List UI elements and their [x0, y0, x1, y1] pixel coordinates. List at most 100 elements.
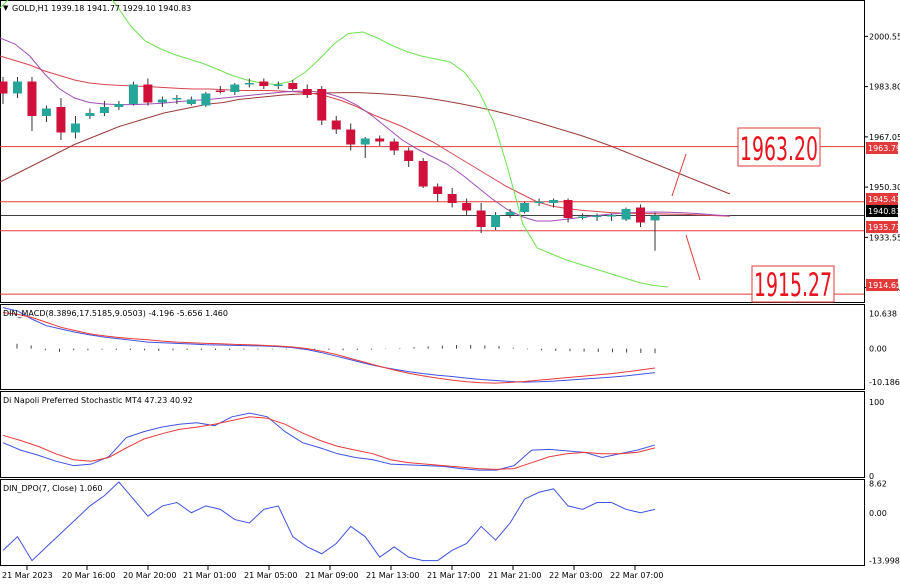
symbol-dropdown-icon[interactable]: ▼: [3, 4, 9, 12]
candle-body: [592, 215, 602, 218]
indicator-scale-label: 8.62: [869, 479, 887, 488]
candle-body: [201, 93, 211, 106]
candle-body: [389, 141, 399, 151]
candle-body: [563, 200, 573, 218]
candle-body: [520, 203, 530, 212]
annotation-upper: 1963.20: [737, 127, 821, 168]
time-tick-label: 22 Mar 03:00: [549, 571, 602, 580]
time-tick-label: 20 Mar 16:00: [62, 571, 115, 580]
indicator-scale-label: 0.00: [869, 509, 887, 518]
stoch-pane-frame: [0, 391, 865, 478]
candle-body: [650, 215, 660, 221]
price-markers: 1963.79 1945.41 1940.83 1935.73 1914.62: [866, 142, 900, 291]
candle-body: [418, 161, 428, 187]
candle-body: [331, 120, 341, 130]
candle-body: [215, 90, 225, 92]
candle-body: [172, 98, 182, 100]
svg-text:1963.20: 1963.20: [740, 130, 818, 168]
price-marker-level: 1963.79: [866, 142, 900, 154]
candle-body: [534, 201, 544, 203]
svg-text:1914.62: 1914.62: [868, 281, 900, 290]
candle-body: [375, 138, 385, 142]
time-tick-label: 21 Mar 13:00: [366, 571, 419, 580]
projection-down-line: [685, 234, 701, 281]
macd-pane-frame: [0, 304, 865, 390]
candle-body: [157, 99, 167, 103]
candle-body: [259, 81, 269, 86]
main-pane-frame: [0, 0, 865, 303]
time-tick-label: 21 Mar 21:00: [488, 571, 541, 580]
price-tick-label: 1967.05: [869, 133, 900, 142]
svg-text:1963.79: 1963.79: [868, 144, 900, 153]
price-marker-level: 1935.73: [866, 221, 900, 233]
candle-body: [244, 83, 254, 85]
chart-title: GOLD,H1 1939.18 1941.77 1929.10 1940.83: [12, 4, 191, 13]
price-marker-level: 1945.41: [866, 193, 900, 205]
candle-body: [491, 215, 501, 227]
time-tick-label: 21 Mar 09:00: [305, 571, 358, 580]
candle-body: [476, 210, 486, 227]
candle-body: [143, 84, 153, 103]
macd-pane: [2, 307, 656, 384]
projection-up-line: [671, 153, 687, 197]
candle-body: [636, 207, 646, 223]
time-tick-label: 21 Mar 05:00: [244, 571, 297, 580]
candle-body: [85, 113, 95, 116]
price-tick-label: 1983.80: [869, 83, 900, 92]
candle-body: [41, 108, 51, 116]
candle-body: [302, 89, 312, 95]
annotation-lower: 1915.27: [751, 265, 835, 304]
price-tick-label: 1950.30: [869, 183, 900, 192]
candle-body: [70, 123, 80, 133]
price-tick-label: 2000.55: [869, 32, 900, 41]
candle-body: [462, 203, 472, 211]
time-tick-label: 20 Mar 20:00: [123, 571, 176, 580]
candle-body: [56, 107, 66, 133]
svg-text:1935.73: 1935.73: [868, 223, 900, 232]
candle-body: [114, 104, 124, 107]
candle-body: [317, 89, 327, 121]
candle-body: [433, 186, 443, 194]
dpo-line: [2, 481, 656, 562]
candle-body: [186, 99, 196, 104]
indicator-scale-label: 0.00: [869, 345, 887, 354]
time-tick-label: 21 Mar 17:00: [427, 571, 480, 580]
indicator-scale-label: 100: [869, 398, 884, 407]
svg-text:1915.27: 1915.27: [754, 266, 832, 304]
stochastic-pane: [2, 412, 656, 471]
slow-ma-line: [0, 92, 731, 195]
svg-text:1940.83: 1940.83: [868, 207, 900, 216]
svg-text:1945.41: 1945.41: [868, 195, 900, 204]
indicator-scale-label: 0: [869, 472, 874, 481]
price-pane: [0, 0, 864, 295]
dpo-pane-frame: [0, 479, 865, 566]
candle-body: [273, 84, 283, 86]
indicator-scale-label: -10.186: [869, 378, 900, 387]
macd-line: [2, 307, 656, 383]
candle-body: [288, 83, 298, 89]
k-line: [2, 412, 656, 471]
candle-body: [99, 107, 109, 113]
candle-body: [27, 81, 37, 116]
candle-body: [404, 150, 414, 161]
candle-body: [621, 209, 631, 220]
d-line: [2, 416, 656, 470]
time-tick-label: 21 Mar 2023: [2, 571, 53, 580]
indicator-scale-label: -13.998: [869, 557, 900, 566]
price-marker-current: 1940.83: [866, 205, 900, 217]
candle-body: [0, 81, 8, 94]
candle-body: [505, 212, 515, 215]
candle-body: [346, 129, 356, 145]
candle-body: [12, 81, 22, 94]
time-tick-label: 21 Mar 01:00: [183, 571, 236, 580]
price-marker-level: 1914.62: [866, 279, 900, 291]
candle-body: [549, 200, 559, 203]
indicator-scale-label: 10.638: [869, 310, 897, 319]
axis-labels: 2000.551983.801967.051950.301933.551916.…: [2, 32, 900, 580]
signal-line: [2, 312, 656, 384]
dpo-pane: [2, 481, 656, 562]
candle-body: [360, 138, 370, 145]
time-tick-label: 22 Mar 07:00: [610, 571, 663, 580]
candle-body: [230, 84, 240, 92]
